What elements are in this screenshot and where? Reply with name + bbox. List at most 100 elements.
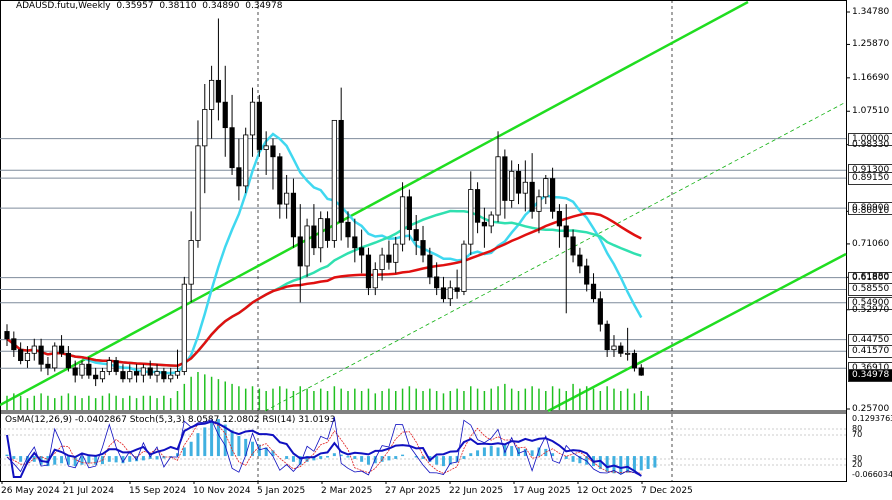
x-tick-label: 22 Jun 2025 bbox=[449, 486, 504, 496]
candle-body bbox=[359, 247, 365, 256]
y-tick-label: 0.52970 bbox=[852, 304, 890, 315]
candle-body bbox=[215, 79, 222, 103]
candle-body bbox=[447, 287, 453, 300]
candle-body bbox=[495, 156, 501, 216]
candle-body bbox=[243, 134, 249, 187]
candle-body bbox=[393, 243, 399, 263]
candle-body bbox=[229, 127, 235, 169]
price-level-badge: 0.41570 bbox=[848, 345, 892, 359]
candle-body bbox=[58, 345, 65, 354]
candle-body bbox=[127, 371, 133, 380]
candle-body bbox=[379, 254, 385, 271]
candle-body bbox=[99, 371, 106, 380]
y-tick-label: 1.16690 bbox=[852, 72, 890, 83]
candle-body bbox=[11, 338, 17, 351]
candle-body bbox=[38, 345, 44, 365]
rsi-line bbox=[6, 420, 642, 478]
candle-body bbox=[154, 371, 160, 376]
osma-level-label: -0.066034 bbox=[852, 470, 892, 479]
price-level-badge: 0.80900 bbox=[848, 202, 892, 216]
x-tick-label: 26 May 2024 bbox=[1, 486, 60, 496]
candle-body bbox=[161, 371, 167, 380]
candle-body bbox=[550, 178, 556, 212]
candle-body bbox=[625, 352, 631, 355]
ma-fast-line bbox=[6, 132, 643, 375]
candle-body bbox=[454, 287, 460, 292]
candle-body bbox=[72, 367, 78, 376]
open-value: 0.35957 bbox=[116, 1, 154, 11]
candle-body bbox=[386, 254, 392, 263]
candle-body bbox=[79, 363, 85, 376]
candle-body bbox=[45, 363, 51, 369]
plot-frame bbox=[0, 0, 847, 482]
channel-upper-line bbox=[0, 0, 749, 407]
symbol-label: ADAUSD.futu,Weekly bbox=[16, 1, 111, 11]
candle-body bbox=[113, 360, 119, 372]
candle-body bbox=[106, 360, 112, 372]
candle-body bbox=[331, 119, 337, 241]
channel-mid-line bbox=[264, 101, 847, 412]
price-level-badge: 0.58550 bbox=[848, 283, 892, 297]
candle-body bbox=[372, 269, 378, 289]
x-tick-label: 12 Oct 2025 bbox=[577, 486, 633, 496]
candle-body bbox=[140, 367, 146, 376]
candle-body bbox=[543, 178, 549, 198]
candle-body bbox=[584, 265, 590, 285]
price-level-badge: 0.89150 bbox=[848, 172, 892, 186]
x-tick-label: 27 Apr 2025 bbox=[385, 486, 441, 496]
candle-body bbox=[427, 254, 433, 278]
candle-body bbox=[399, 196, 406, 245]
x-tick-label: 2 Mar 2025 bbox=[321, 486, 373, 496]
candle-body bbox=[277, 156, 283, 205]
y-tick-label: 1.34780 bbox=[852, 7, 890, 17]
candle-body bbox=[147, 367, 153, 376]
price-level-badge: 0.54900 bbox=[848, 296, 892, 310]
candle-body bbox=[284, 192, 290, 205]
ma-slow-line bbox=[6, 212, 642, 368]
candle-body bbox=[168, 374, 174, 380]
candle-body bbox=[515, 170, 522, 194]
price-level-badge: 1.00000 bbox=[848, 132, 892, 146]
candle-body bbox=[597, 298, 603, 325]
candle-body bbox=[413, 229, 419, 241]
candle-body bbox=[604, 323, 610, 351]
candle-body bbox=[406, 196, 412, 230]
oscillator-level-label: 70 bbox=[852, 430, 863, 439]
oscillator-level-label: 30 bbox=[852, 454, 863, 463]
candle-body bbox=[174, 371, 181, 376]
candle-body bbox=[311, 225, 317, 249]
candle-body bbox=[236, 167, 242, 187]
candle-body bbox=[474, 189, 481, 223]
candle-body bbox=[256, 101, 262, 150]
candle-body bbox=[536, 196, 542, 212]
candle-body bbox=[31, 345, 37, 354]
candle-body bbox=[522, 181, 528, 194]
candle-body bbox=[481, 221, 488, 227]
chart-header: ADAUSD.futu,Weekly 0.35957 0.38110 0.348… bbox=[16, 1, 282, 12]
y-tick-label: 0.25700 bbox=[852, 404, 890, 414]
candle-body bbox=[318, 218, 324, 249]
candle-body bbox=[502, 156, 508, 201]
candle-body bbox=[202, 109, 208, 147]
candle-body bbox=[324, 218, 331, 241]
candle-body bbox=[529, 181, 535, 212]
close-value: 0.34978 bbox=[245, 1, 283, 11]
y-tick-label: 0.61880 bbox=[852, 272, 890, 283]
candle-body bbox=[434, 276, 440, 289]
candle-body bbox=[304, 225, 310, 267]
candle-body bbox=[638, 367, 644, 376]
ma-mid-line bbox=[6, 209, 642, 368]
x-tick-label: 5 Jan 2025 bbox=[257, 486, 306, 496]
oscillator-level-label: 20 bbox=[852, 460, 863, 469]
candle-body bbox=[488, 214, 494, 227]
candle-body bbox=[86, 363, 92, 376]
candle-body bbox=[93, 374, 99, 380]
candle-body bbox=[249, 101, 256, 136]
y-tick-label: 1.07510 bbox=[852, 106, 890, 117]
candle-body bbox=[618, 345, 624, 354]
stoch-signal-line bbox=[6, 421, 642, 474]
candle-body bbox=[365, 254, 372, 289]
indicator-header: OsMA(12,26,9) -0.0402867 Stoch(5,3,3) 8.… bbox=[5, 415, 336, 425]
x-tick-label: 21 Jul 2024 bbox=[63, 486, 114, 496]
